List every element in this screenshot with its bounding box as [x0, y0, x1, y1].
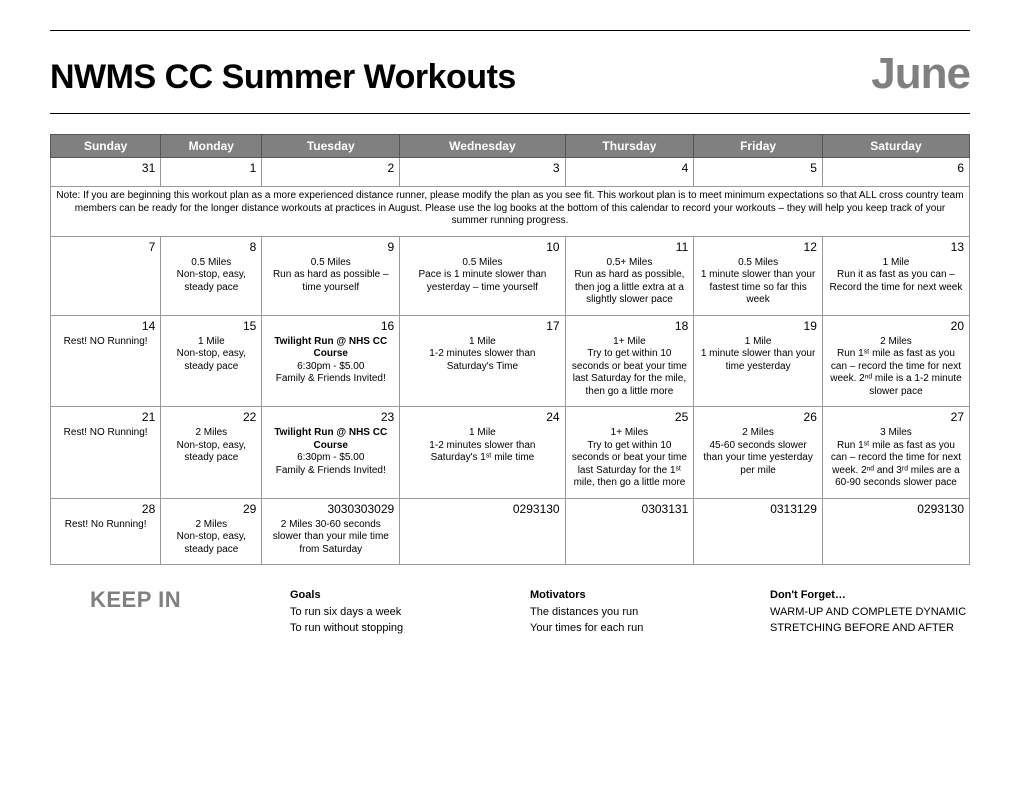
- keep-in-label: KEEP IN: [50, 587, 250, 637]
- workout-bold: Twilight Run @ NHS CC Course: [274, 336, 387, 360]
- footer: KEEP IN Goals To run six days a week To …: [50, 587, 970, 637]
- day-number: 9: [267, 240, 394, 255]
- workout-text: 3 MilesRun 1ˢᵗ mile as fast as you can –…: [828, 427, 964, 490]
- day-number: 20: [828, 319, 964, 334]
- dontforget-line: WARM-UP AND COMPLETE DYNAMIC STRETCHING …: [770, 604, 970, 637]
- workout-bold: Twilight Run @ NHS CC Course: [274, 427, 387, 451]
- workout-text: 1 MileNon-stop, easy, steady pace: [166, 336, 256, 374]
- day-number: 28: [56, 502, 155, 517]
- day-number: 23: [267, 410, 394, 425]
- day-number: 26: [699, 410, 817, 425]
- week-row: 31 1 2 3 4 5 6: [51, 158, 970, 187]
- goals-line: To run without stopping: [290, 620, 490, 637]
- day-number: 5: [699, 161, 817, 176]
- motivators-col: Motivators The distances you run Your ti…: [530, 587, 730, 637]
- day-number: 18: [571, 319, 689, 334]
- day-number: 12: [699, 240, 817, 255]
- workout-text: 0.5+ MilesRun as hard as possible, then …: [571, 257, 689, 307]
- workout-text: Rest! NO Running!: [56, 427, 155, 440]
- day-header: Thursday: [565, 135, 694, 158]
- day-header-row: Sunday Monday Tuesday Wednesday Thursday…: [51, 135, 970, 158]
- workout-text: 1 MileRun it as fast as you can – Record…: [828, 257, 964, 295]
- goals-col: Goals To run six days a week To run with…: [290, 587, 490, 637]
- day-number: 0293130: [405, 502, 559, 517]
- note-text: Note: If you are beginning this workout …: [51, 187, 970, 237]
- workout-text: 2 MilesNon-stop, easy, steady pace: [166, 427, 256, 465]
- day-header: Friday: [694, 135, 823, 158]
- motivators-line: Your times for each run: [530, 620, 730, 637]
- workout-text: Rest! NO Running!: [56, 336, 155, 349]
- motivators-line: The distances you run: [530, 604, 730, 621]
- day-number: 14: [56, 319, 155, 334]
- workout-text: 1 Mile1 minute slower than your time yes…: [699, 336, 817, 374]
- dontforget-heading: Don't Forget…: [770, 587, 970, 604]
- day-number: 1: [166, 161, 256, 176]
- week-row: 21 Rest! NO Running! 22 2 MilesNon-stop, e…: [51, 407, 970, 499]
- day-header: Saturday: [822, 135, 969, 158]
- day-number: 0313129: [699, 502, 817, 517]
- header: NWMS CC Summer Workouts June: [50, 49, 970, 99]
- workout-text: 1+ MileTry to get within 10 seconds or b…: [571, 336, 689, 399]
- day-number: 3: [405, 161, 559, 176]
- day-number: 7: [56, 240, 155, 255]
- day-number: 4: [571, 161, 689, 176]
- workout-text: 6:30pm - $5.00Family & Friends Invited!: [276, 452, 386, 476]
- day-number: 10: [405, 240, 559, 255]
- workout-text: 1 Mile1-2 minutes slower than Saturday's…: [405, 336, 559, 374]
- day-header: Sunday: [51, 135, 161, 158]
- workout-text: 1+ MilesTry to get within 10 seconds or …: [571, 427, 689, 490]
- workout-text: 2 MilesRun 1ˢᵗ mile as fast as you can –…: [828, 336, 964, 399]
- motivators-heading: Motivators: [530, 587, 730, 604]
- week-row: 28 Rest! No Running! 29 2 MilesNon-stop, e…: [51, 498, 970, 565]
- day-number: 13: [828, 240, 964, 255]
- day-number: 6: [828, 161, 964, 176]
- goals-line: To run six days a week: [290, 604, 490, 621]
- day-header: Tuesday: [262, 135, 400, 158]
- day-number: 17: [405, 319, 559, 334]
- page-title: NWMS CC Summer Workouts: [50, 58, 516, 97]
- workout-text: 0.5 MilesPace is 1 minute slower than ye…: [405, 257, 559, 295]
- day-number: 8: [166, 240, 256, 255]
- day-number: 3030303029: [267, 502, 394, 517]
- day-header: Wednesday: [400, 135, 565, 158]
- workout-text: 2 MilesNon-stop, easy, steady pace: [166, 519, 256, 557]
- day-number: 21: [56, 410, 155, 425]
- month-label: June: [871, 49, 970, 99]
- day-number: 31: [56, 161, 155, 176]
- day-number: 19: [699, 319, 817, 334]
- mid-rule: [50, 113, 970, 114]
- day-number: 16: [267, 319, 394, 334]
- day-number: 11: [571, 240, 689, 255]
- day-number: 27: [828, 410, 964, 425]
- day-number: 22: [166, 410, 256, 425]
- workout-text: 2 Miles 30-60 seconds slower than your m…: [267, 519, 394, 557]
- day-number: 25: [571, 410, 689, 425]
- workout-text: Rest! No Running!: [56, 519, 155, 532]
- workout-text: 0.5 Miles1 minute slower than your faste…: [699, 257, 817, 307]
- day-number: 2: [267, 161, 394, 176]
- day-number: 29: [166, 502, 256, 517]
- workout-text: 1 Mile1-2 minutes slower than Saturday's…: [405, 427, 559, 465]
- day-number: 0303131: [571, 502, 689, 517]
- workout-text: 6:30pm - $5.00Family & Friends Invited!: [276, 361, 386, 385]
- week-row: 7 80.5 MilesNon-stop, easy, steady pace …: [51, 236, 970, 315]
- workout-text: 2 Miles45-60 seconds slower than your ti…: [699, 427, 817, 477]
- day-header: Monday: [161, 135, 262, 158]
- goals-heading: Goals: [290, 587, 490, 604]
- calendar-table: Sunday Monday Tuesday Wednesday Thursday…: [50, 134, 970, 565]
- top-rule: [50, 30, 970, 31]
- dontforget-col: Don't Forget… WARM-UP AND COMPLETE DYNAM…: [770, 587, 970, 637]
- day-number: 0293130: [828, 502, 964, 517]
- workout-text: 0.5 MilesRun as hard as possible – time …: [267, 257, 394, 295]
- week-row: 14 Rest! NO Running! 15 1 MileNon-stop, ea…: [51, 315, 970, 407]
- day-number: 15: [166, 319, 256, 334]
- workout-text: 0.5 MilesNon-stop, easy, steady pace: [166, 257, 256, 295]
- note-row: Note: If you are beginning this workout …: [51, 187, 970, 237]
- day-number: 24: [405, 410, 559, 425]
